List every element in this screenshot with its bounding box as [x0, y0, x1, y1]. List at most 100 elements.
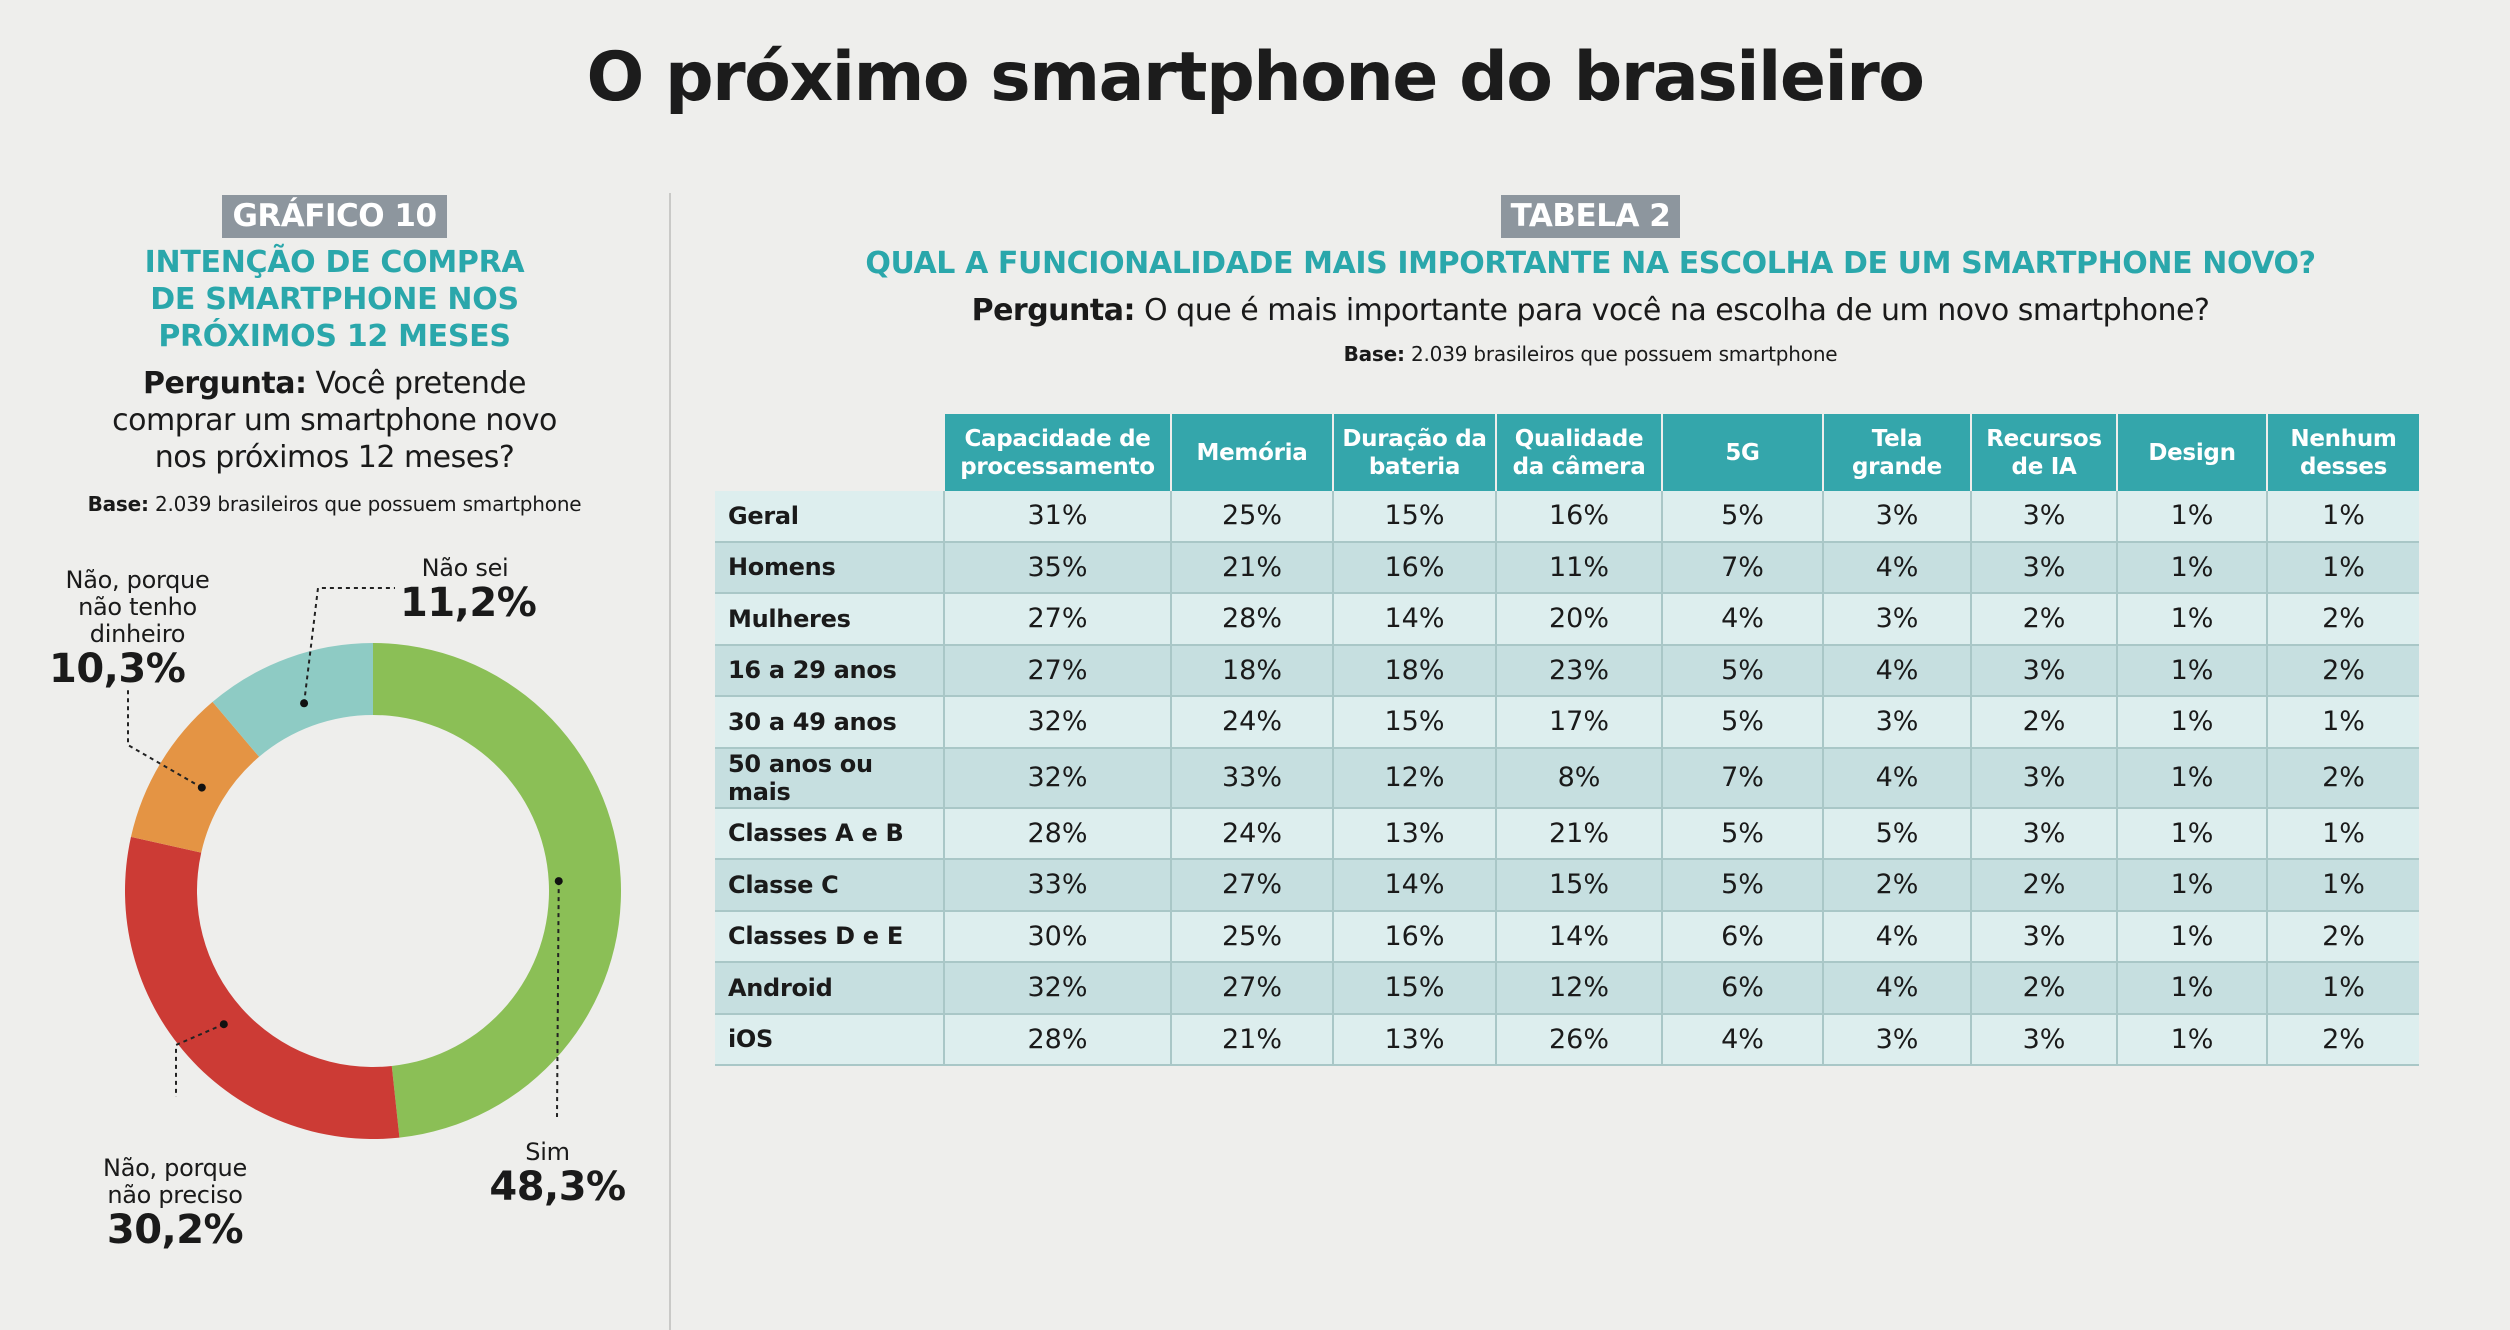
- table-row: 50 anos ou mais 32% 33% 12% 8% 7% 4% 3% 1% 2%: [715, 747, 2419, 809]
- table-row: Classes D e E 30% 25% 16% 14% 6% 4% 3% 1% 2%: [715, 910, 2419, 963]
- slice-value: 30,2%: [106, 1207, 244, 1253]
- leader-dot: [300, 699, 309, 708]
- feature-table: Capacidade de processamento Memória Duração…: [715, 414, 2419, 1066]
- table-cell: 23%: [1495, 644, 1662, 697]
- table-cell: 1%: [2266, 541, 2419, 594]
- table-cell: 2%: [2266, 910, 2419, 963]
- table-cell: 1%: [2266, 962, 2419, 1015]
- table-cell: 15%: [1495, 859, 1662, 912]
- slice-label-text: Sim: [525, 1138, 570, 1166]
- table-cell: 27%: [1170, 962, 1333, 1015]
- table-cell: 3%: [1822, 491, 1971, 543]
- table-cell: 14%: [1332, 593, 1496, 646]
- table-cell: 16%: [1495, 491, 1662, 543]
- table-cell: 25%: [1170, 910, 1333, 963]
- column-header-line: Qualidade: [1514, 425, 1644, 452]
- slice-value: 10,3%: [49, 646, 186, 692]
- leader-dot: [219, 1020, 228, 1029]
- table-cell: 2%: [2266, 593, 2419, 646]
- table-cell: 13%: [1332, 807, 1496, 860]
- table-cell: 21%: [1170, 541, 1333, 594]
- column-header-line: Tela: [1871, 425, 1923, 452]
- table-cell: 4%: [1822, 644, 1971, 697]
- row-label: Classes D e E: [715, 910, 944, 963]
- column-header-line: processamento: [960, 453, 1155, 480]
- table-cell: 33%: [1170, 747, 1333, 809]
- table-cell: 25%: [1170, 491, 1333, 543]
- table-cell: 1%: [2116, 747, 2267, 809]
- table-cell: 6%: [1661, 962, 1823, 1015]
- table-row: 30 a 49 anos 32% 24% 15% 17% 5% 3% 2% 1% 1%: [715, 696, 2419, 749]
- table-cell: 2%: [1970, 859, 2117, 912]
- table-cell: 32%: [943, 962, 1171, 1015]
- table-cell: 1%: [2266, 859, 2419, 912]
- table-cell: 17%: [1495, 696, 1662, 749]
- chart-base: Base: 2.039 brasileiros que possuem smar…: [0, 492, 669, 516]
- column-header-line: Memória: [1196, 439, 1308, 466]
- table-row: Geral 31% 25% 15% 16% 5% 3% 3% 1% 1%: [715, 491, 2419, 543]
- table-cell: 1%: [2116, 859, 2267, 912]
- table-cell: 1%: [2116, 910, 2267, 963]
- table-cell: 13%: [1332, 1013, 1496, 1066]
- slice-label-text: não tenho: [78, 593, 197, 621]
- table-cell: 26%: [1495, 1013, 1662, 1066]
- slice-value: 48,3%: [489, 1164, 626, 1210]
- base-text: 2.039 brasileiros que possuem smartphone: [1410, 342, 1838, 366]
- row-label: Classe C: [715, 859, 944, 912]
- table-column-header: Design: [2116, 414, 2267, 491]
- table-cell: 1%: [2116, 593, 2267, 646]
- row-label: 50 anos ou mais: [715, 747, 944, 809]
- table-cell: 14%: [1332, 859, 1496, 912]
- question-line: comprar um smartphone novo: [112, 403, 557, 438]
- table-cell: 5%: [1661, 807, 1823, 860]
- table-cell: 2%: [1822, 859, 1971, 912]
- table-cell: 1%: [2116, 696, 2267, 749]
- table-column-header: Tela grande: [1822, 414, 1971, 491]
- slice-value: 11,2%: [400, 580, 537, 626]
- table-cell: 3%: [1970, 910, 2117, 963]
- table-cell: 15%: [1332, 962, 1496, 1015]
- table-cell: 4%: [1661, 1013, 1823, 1066]
- table-cell: 3%: [1970, 644, 2117, 697]
- table-row: Classe C 33% 27% 14% 15% 5% 2% 2% 1% 1%: [715, 859, 2419, 912]
- slice-label-nao-tenho-dinheiro: Não, porque não tenho dinheiro 10,3%: [49, 567, 220, 691]
- table-cell: 5%: [1822, 807, 1971, 860]
- table-row: iOS 28% 21% 13% 26% 4% 3% 3% 1% 2%: [715, 1013, 2419, 1066]
- table-cell: 1%: [2116, 962, 2267, 1015]
- table-base: Base: 2.039 brasileiros que possuem smar…: [671, 342, 2510, 366]
- column-header-line: da câmera: [1512, 453, 1646, 480]
- column-header-line: Nenhum: [2290, 425, 2397, 452]
- table-row: Homens 35% 21% 16% 11% 7% 4% 3% 1% 1%: [715, 541, 2419, 594]
- donut-chart: [125, 587, 621, 1139]
- page-title: O próximo smartphone do brasileiro: [586, 38, 1925, 117]
- table-cell: 24%: [1170, 807, 1333, 860]
- table-cell: 27%: [943, 593, 1171, 646]
- table-cell: 35%: [943, 541, 1171, 594]
- table-cell: 33%: [943, 859, 1171, 912]
- table-cell: 12%: [1332, 747, 1496, 809]
- table-column-header: Capacidade de processamento: [943, 414, 1171, 491]
- row-label: Android: [715, 962, 944, 1015]
- table-cell: 11%: [1495, 541, 1662, 594]
- table-column-header: Qualidade da câmera: [1495, 414, 1662, 491]
- table-cell: 5%: [1661, 491, 1823, 543]
- table-cell: 21%: [1170, 1013, 1333, 1066]
- table-cell: 28%: [1170, 593, 1333, 646]
- table-cell: 1%: [2116, 644, 2267, 697]
- question-line: nos próximos 12 meses?: [154, 440, 515, 475]
- table-cell: 1%: [2266, 807, 2419, 860]
- table-cell: 12%: [1495, 962, 1662, 1015]
- base-text: 2.039 brasileiros que possuem smartphone: [154, 492, 582, 516]
- table-cell: 21%: [1495, 807, 1662, 860]
- table-column-header: Nenhum desses: [2266, 414, 2419, 491]
- table-tag: TABELA 2: [1500, 195, 1681, 238]
- table-cell: 18%: [1332, 644, 1496, 697]
- leader-line: [127, 690, 203, 789]
- row-label: Geral: [715, 491, 944, 543]
- table-cell: 3%: [1970, 1013, 2117, 1066]
- slice-label-text: Não, porque: [103, 1154, 247, 1182]
- slice-label-nao-preciso: Não, porque não preciso 30,2%: [90, 1154, 260, 1253]
- table-cell: 1%: [2116, 541, 2267, 594]
- table-cell: 3%: [1822, 696, 1971, 749]
- column-header-line: Recursos: [1986, 425, 2102, 452]
